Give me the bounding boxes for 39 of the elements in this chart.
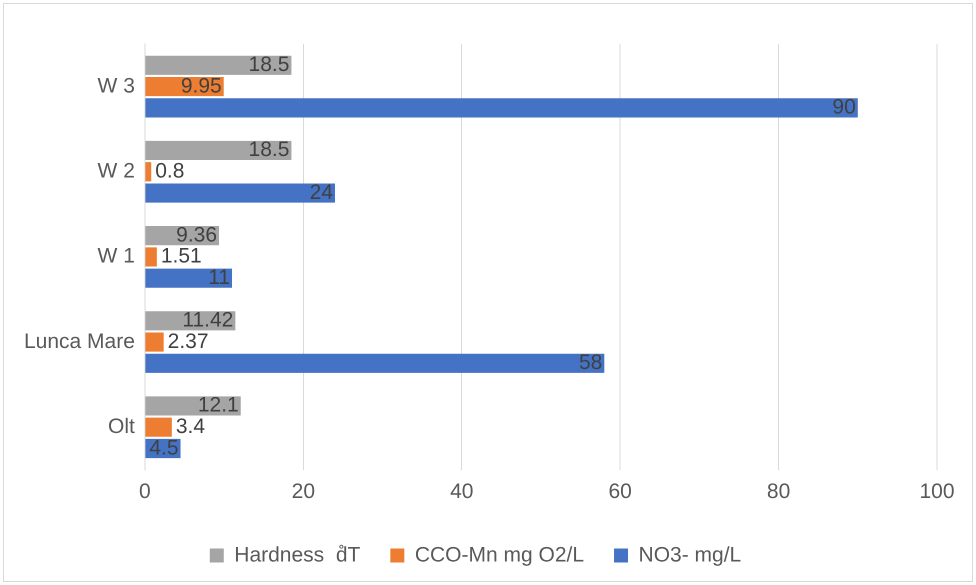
x-tick-label: 0 xyxy=(139,480,151,504)
data-label: 4.5 xyxy=(149,436,179,460)
data-label: 11.42 xyxy=(182,308,234,332)
data-label: 9.95 xyxy=(180,74,222,98)
bar xyxy=(145,162,152,182)
data-label: 12.1 xyxy=(198,394,239,417)
legend-label: CCO-Mn mg O2/L xyxy=(414,543,584,566)
data-label: 9.36 xyxy=(176,223,218,246)
y-tick-label: W 1 xyxy=(98,244,135,268)
x-tick-label: 60 xyxy=(608,480,632,504)
bar xyxy=(145,268,232,288)
bar xyxy=(145,98,858,118)
bar xyxy=(145,183,335,203)
bar xyxy=(145,140,292,160)
legend-label: Hardness d̊T xyxy=(234,543,360,566)
y-tick-label: W 3 xyxy=(98,74,135,98)
y-tick-label: W 2 xyxy=(98,160,135,183)
x-tick-label: 100 xyxy=(919,480,955,504)
data-label: 24 xyxy=(310,180,334,204)
x-tick-label: 20 xyxy=(292,480,315,504)
x-tick-label: 80 xyxy=(766,480,790,504)
data-label: 2.37 xyxy=(168,330,209,353)
data-label: 90 xyxy=(832,96,856,119)
bar xyxy=(145,332,164,352)
x-tick-label: 40 xyxy=(450,480,474,504)
data-label: 0.8 xyxy=(155,160,184,183)
bar xyxy=(145,418,172,437)
data-label: 18.5 xyxy=(248,138,290,162)
y-tick-label: Olt xyxy=(108,415,136,438)
data-label: 1.51 xyxy=(160,244,202,268)
data-label: 18.5 xyxy=(248,53,290,76)
bar xyxy=(145,247,157,266)
y-tick-label: Lunca Mare xyxy=(24,330,135,353)
data-label: 3.4 xyxy=(176,415,206,438)
legend-label: NO3- mg/L xyxy=(638,543,742,566)
bar xyxy=(145,354,604,373)
bar xyxy=(145,56,292,75)
data-label: 11 xyxy=(208,266,230,289)
data-label: 58 xyxy=(578,351,602,374)
